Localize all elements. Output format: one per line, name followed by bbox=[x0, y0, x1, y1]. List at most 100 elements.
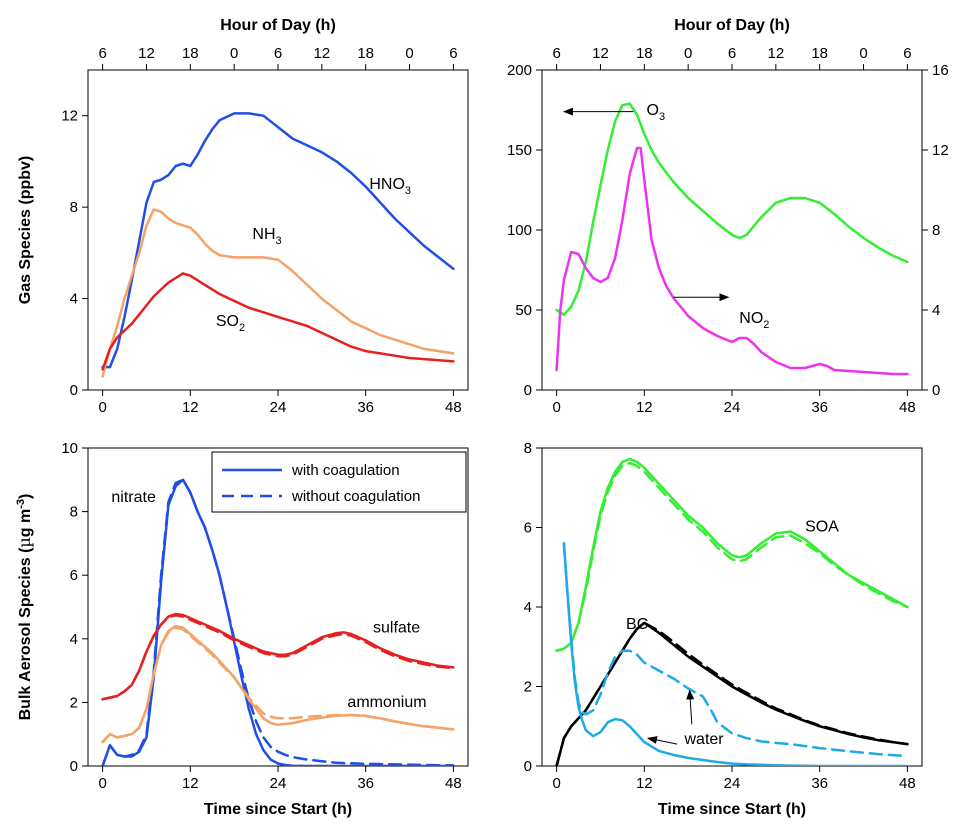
series-line-o3 bbox=[555, 102, 909, 317]
series-annotation: NH3 bbox=[252, 226, 281, 247]
legend: with coagulation without coagulation bbox=[211, 451, 467, 513]
series-annotation: nitrate bbox=[111, 489, 156, 506]
x-tick-label: 36 bbox=[811, 775, 828, 792]
y-axis-title-main: Bulk Aerosol Species ( bbox=[17, 547, 34, 720]
y-right-tick-label: 12 bbox=[932, 142, 949, 159]
y-tick-label: 50 bbox=[515, 302, 532, 319]
y-right-tick-label: 8 bbox=[932, 222, 940, 239]
series-line-bc-dashed bbox=[555, 621, 909, 766]
series-line-water bbox=[562, 542, 909, 766]
series-annotation-sub: 3 bbox=[276, 235, 282, 247]
series-annotation: sulfate bbox=[373, 619, 420, 636]
x-tick-label: 48 bbox=[899, 775, 916, 792]
series-line-water-dashed bbox=[562, 542, 909, 758]
top-axis-title: Hour of Day (h) bbox=[674, 17, 790, 34]
x-tick-label: 36 bbox=[357, 399, 374, 416]
series-annotation: O3 bbox=[647, 102, 666, 123]
y-tick-label: 4 bbox=[70, 631, 78, 648]
y-tick-label: 6 bbox=[70, 567, 78, 584]
y-tick-label: 6 bbox=[524, 520, 532, 537]
series-line-nitrate-dashed bbox=[101, 478, 455, 766]
series-line-soa-dashed bbox=[555, 461, 909, 652]
x-axis-title: Time since Start (h) bbox=[204, 801, 352, 818]
y-tick-label: 200 bbox=[507, 62, 532, 79]
top-tick-label: 6 bbox=[903, 45, 911, 62]
series-line-no2 bbox=[555, 146, 909, 376]
legend-label: without coagulation bbox=[291, 488, 420, 505]
series-group bbox=[101, 478, 455, 766]
top-tick-label: 0 bbox=[230, 45, 238, 62]
top-tick-label: 18 bbox=[357, 45, 374, 62]
top-tick-label: 6 bbox=[274, 45, 282, 62]
series-group bbox=[555, 102, 909, 376]
series-annotation: NO2 bbox=[739, 310, 769, 331]
y-tick-label: 0 bbox=[70, 758, 78, 775]
top-tick-label: 0 bbox=[405, 45, 413, 62]
x-tick-label: 36 bbox=[811, 399, 828, 416]
series-annotation: SOA bbox=[805, 518, 839, 535]
series-annotation: water bbox=[684, 731, 725, 748]
y-axis-title: Bulk Aerosol Species (µg m-3) bbox=[15, 494, 34, 721]
top-tick-label: 6 bbox=[552, 45, 560, 62]
x-tick-label: 12 bbox=[182, 399, 199, 416]
top-axis-title: Hour of Day (h) bbox=[220, 17, 336, 34]
series-group bbox=[101, 112, 455, 378]
y-axis-title-unit: g m bbox=[17, 509, 34, 537]
x-tick-label: 48 bbox=[899, 399, 916, 416]
y-tick-label: 4 bbox=[70, 291, 78, 308]
y-tick-label: 0 bbox=[524, 758, 532, 775]
series-line-so2 bbox=[101, 272, 455, 371]
y-tick-label: 0 bbox=[70, 382, 78, 399]
series-line-nh3 bbox=[101, 208, 455, 378]
x-tick-label: 24 bbox=[724, 399, 741, 416]
y-tick-label: 12 bbox=[61, 108, 78, 125]
series-annotation: SO2 bbox=[216, 313, 245, 334]
series-annotation-main: HNO bbox=[369, 176, 405, 193]
series-annotation-sub: 2 bbox=[239, 322, 245, 334]
y-right-tick-label: 4 bbox=[932, 302, 940, 319]
x-tick-label: 24 bbox=[270, 775, 287, 792]
x-tick-label: 24 bbox=[270, 399, 287, 416]
series-line-hno3 bbox=[101, 112, 455, 369]
top-tick-label: 12 bbox=[138, 45, 155, 62]
top-tick-label: 18 bbox=[182, 45, 199, 62]
series-line-sulfate-dashed bbox=[101, 614, 455, 701]
annotation-arrow bbox=[646, 736, 678, 745]
series-annotation-sub: 2 bbox=[763, 319, 769, 331]
top-tick-label: 18 bbox=[811, 45, 828, 62]
x-tick-label: 0 bbox=[98, 399, 106, 416]
y-axis-title-end: ) bbox=[17, 494, 34, 499]
top-tick-label: 12 bbox=[314, 45, 331, 62]
series-annotation: BC bbox=[626, 616, 648, 633]
y-axis-title: Gas Species (ppbv) bbox=[17, 156, 34, 305]
y-axis-title-mu: µ bbox=[15, 537, 34, 547]
y-tick-label: 4 bbox=[524, 599, 532, 616]
legend-box bbox=[211, 451, 467, 513]
top-tick-label: 12 bbox=[768, 45, 785, 62]
top-tick-label: 6 bbox=[449, 45, 457, 62]
x-tick-label: 0 bbox=[552, 775, 560, 792]
y-tick-label: 150 bbox=[507, 142, 532, 159]
y-axis-title-sup: -3 bbox=[15, 499, 27, 509]
series-annotation: ammonium bbox=[347, 694, 426, 711]
series-annotation-main: O bbox=[647, 102, 659, 119]
series-annotation-sub: 3 bbox=[405, 185, 411, 197]
y-right-tick-label: 16 bbox=[932, 62, 949, 79]
y-tick-label: 2 bbox=[70, 694, 78, 711]
x-axis-title: Time since Start (h) bbox=[658, 801, 806, 818]
series-annotation-main: SO bbox=[216, 313, 239, 330]
series-annotation-sub: 3 bbox=[659, 111, 665, 123]
y-tick-label: 2 bbox=[524, 679, 532, 696]
y-tick-label: 8 bbox=[524, 440, 532, 457]
x-tick-label: 12 bbox=[636, 399, 653, 416]
series-annotation: HNO3 bbox=[369, 176, 411, 197]
series-annotation-main: NO bbox=[739, 310, 763, 327]
y-tick-label: 8 bbox=[70, 199, 78, 216]
top-tick-label: 0 bbox=[859, 45, 867, 62]
series-annotation-main: NH bbox=[252, 226, 275, 243]
